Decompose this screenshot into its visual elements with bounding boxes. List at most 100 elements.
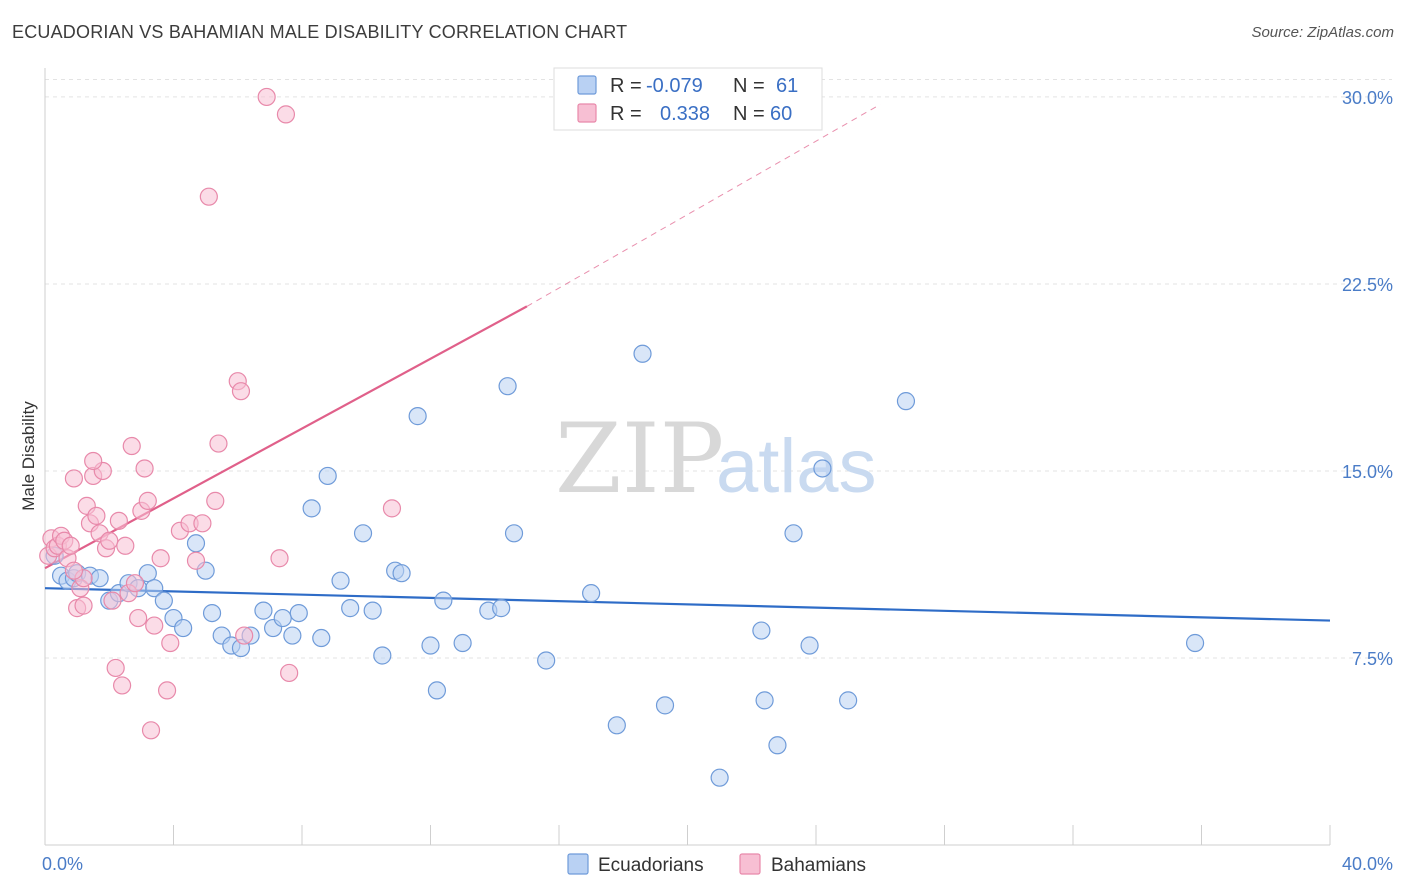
point-bahamians-20	[103, 591, 122, 610]
legend-n-label-1: N =	[733, 75, 765, 97]
point-ecuadorians-44	[492, 599, 511, 618]
point-bahamians-41	[206, 491, 225, 510]
source-label: Source: ZipAtlas.com	[1251, 24, 1394, 41]
x-tick-label-0: 0.0%	[42, 854, 83, 874]
point-ecuadorians-54	[755, 691, 774, 710]
x-tick-labels: 0.0% 40.0%	[42, 854, 1393, 874]
y-tick-label-2: 22.5%	[1342, 275, 1393, 295]
point-ecuadorians-58	[813, 459, 832, 478]
point-bahamians-46	[257, 87, 276, 107]
point-ecuadorians-51	[655, 696, 675, 715]
point-bahamians-52	[116, 536, 135, 555]
point-ecuadorians-57	[800, 636, 819, 655]
axes	[44, 68, 1331, 846]
point-ecuadorians-15	[174, 618, 193, 638]
point-bahamians-50	[382, 499, 402, 518]
watermark-zip: ZIP	[555, 403, 724, 515]
bottom-legend-swatch-bahamians	[739, 853, 761, 875]
point-bahamians-38	[186, 551, 206, 570]
point-bahamians-30	[138, 491, 157, 510]
point-bahamians-26	[125, 574, 145, 593]
y-tick-label-3: 30.0%	[1342, 88, 1393, 108]
point-bahamians-49	[280, 663, 299, 683]
point-bahamians-48	[276, 105, 296, 124]
point-ecuadorians-11	[138, 564, 157, 583]
point-ecuadorians-28	[302, 499, 321, 518]
point-ecuadorians-29	[312, 628, 331, 648]
point-ecuadorians-42	[453, 633, 472, 653]
point-bahamians-35	[161, 633, 180, 653]
watermark-atlas: atlas	[716, 424, 877, 509]
trend-line-extension-bahamians	[526, 103, 881, 307]
point-bahamians-23	[112, 676, 132, 695]
x-tick-label-1: 40.0%	[1342, 854, 1393, 874]
point-bahamians-51	[84, 451, 103, 471]
bottom-legend-swatch-ecuadorians	[567, 853, 589, 875]
y-tick-labels: 7.5% 15.0% 22.5% 30.0%	[1342, 88, 1393, 669]
point-ecuadorians-16	[186, 534, 206, 553]
legend-box	[553, 67, 823, 131]
series-legend: Ecuadorians Bahamians	[567, 853, 866, 876]
legend-r-label-2: R =	[610, 103, 642, 125]
point-bahamians-31	[141, 721, 161, 740]
point-bahamians-34	[157, 681, 177, 700]
point-bahamians-15	[87, 506, 106, 525]
point-bahamians-42	[209, 434, 228, 453]
point-bahamians-7	[61, 536, 80, 555]
chart-title: ECUADORIAN VS BAHAMIAN MALE DISABILITY C…	[12, 22, 628, 42]
point-bahamians-27	[129, 608, 148, 628]
legend-r-label-1: R =	[610, 75, 642, 97]
point-ecuadorians-12	[145, 579, 164, 598]
y-tick-label-1: 15.0%	[1342, 462, 1393, 482]
point-ecuadorians-27	[289, 603, 308, 623]
point-ecuadorians-60	[896, 392, 916, 411]
point-bahamians-47	[270, 549, 289, 568]
legend-swatch-bahamians	[577, 103, 597, 123]
legend-swatch-ecuadorians	[577, 75, 597, 95]
point-ecuadorians-38	[408, 407, 427, 426]
point-ecuadorians-59	[839, 691, 858, 710]
point-bahamians-39	[193, 514, 212, 533]
legend-n-value-1: 61	[776, 75, 798, 97]
point-bahamians-44	[231, 382, 251, 401]
point-ecuadorians-34	[363, 601, 382, 620]
point-ecuadorians-61	[1185, 633, 1205, 653]
legend-n-label-2: N =	[733, 103, 765, 125]
point-ecuadorians-18	[202, 603, 222, 623]
point-ecuadorians-30	[318, 466, 337, 486]
point-ecuadorians-31	[331, 571, 350, 590]
point-ecuadorians-52	[710, 768, 729, 787]
point-ecuadorians-39	[421, 636, 440, 655]
point-ecuadorians-6	[90, 569, 109, 588]
point-ecuadorians-32	[341, 599, 360, 618]
legend-n-value-2: 60	[770, 103, 792, 125]
y-axis-title: Male Disability	[19, 401, 38, 511]
bottom-legend-label-bahamians: Bahamians	[771, 855, 866, 876]
point-ecuadorians-26	[283, 626, 302, 645]
point-bahamians-21	[106, 658, 125, 678]
point-ecuadorians-13	[154, 591, 173, 610]
point-bahamians-40	[199, 187, 218, 206]
point-bahamians-53	[64, 561, 84, 580]
data-points	[39, 87, 1205, 787]
point-bahamians-54	[74, 596, 93, 615]
legend-r-value-1: -0.079	[646, 75, 703, 97]
point-ecuadorians-35	[373, 646, 392, 665]
watermark: ZIP atlas	[555, 403, 877, 515]
point-ecuadorians-33	[353, 524, 373, 543]
point-ecuadorians-37	[392, 564, 411, 583]
point-bahamians-25	[122, 436, 141, 456]
y-tick-label-0: 7.5%	[1352, 649, 1393, 669]
point-ecuadorians-25	[273, 608, 292, 628]
bottom-legend-label-ecuadorians: Ecuadorians	[598, 855, 704, 876]
point-bahamians-45	[235, 626, 254, 645]
point-bahamians-32	[145, 616, 164, 635]
point-ecuadorians-53	[752, 621, 771, 640]
point-ecuadorians-40	[427, 681, 447, 700]
point-ecuadorians-46	[504, 524, 524, 543]
point-ecuadorians-45	[498, 377, 517, 396]
point-ecuadorians-56	[784, 524, 803, 543]
point-ecuadorians-23	[254, 601, 273, 620]
point-bahamians-22	[109, 511, 128, 530]
